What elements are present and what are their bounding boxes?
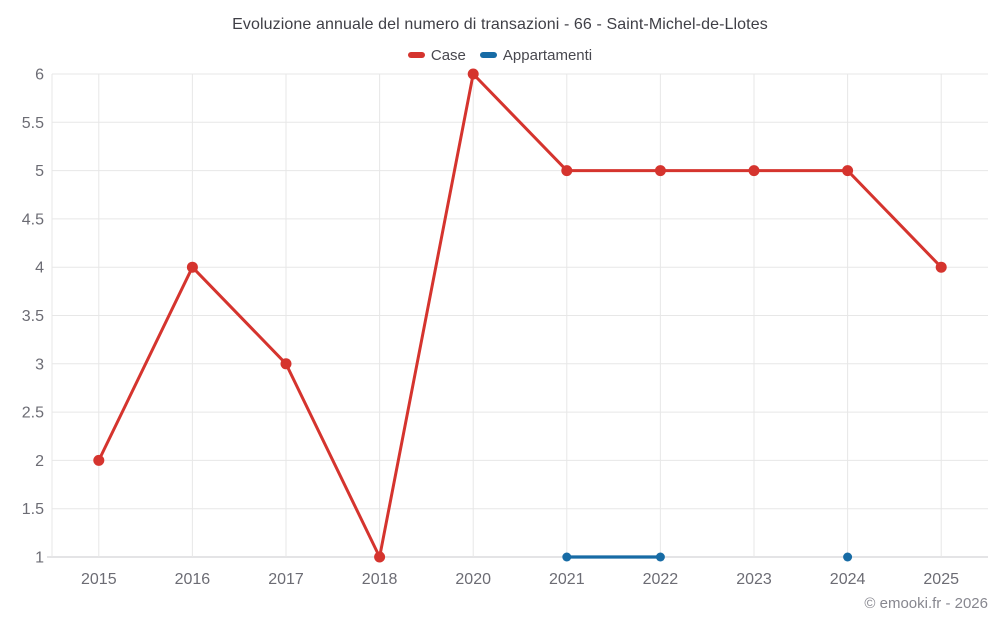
x-tick-label: 2015 bbox=[81, 571, 117, 588]
data-point-appartamenti-2021[interactable] bbox=[562, 552, 572, 562]
y-tick-label: 5.5 bbox=[22, 115, 44, 132]
data-point-case-2016[interactable] bbox=[186, 261, 198, 273]
data-point-case-2025[interactable] bbox=[935, 261, 947, 273]
y-tick-label: 4.5 bbox=[22, 211, 44, 228]
legend-label-case: Case bbox=[430, 46, 466, 64]
y-tick-label: 4 bbox=[35, 260, 44, 277]
y-tick-label: 2 bbox=[35, 453, 44, 470]
data-point-case-2022[interactable] bbox=[654, 165, 666, 177]
y-tick-label: 3.5 bbox=[22, 308, 44, 325]
x-tick-label: 2016 bbox=[175, 571, 211, 588]
y-tick-label: 2.5 bbox=[22, 405, 44, 422]
legend: Case Appartamenti bbox=[0, 44, 1000, 66]
copyright-text: © emooki.fr - 2026 bbox=[864, 595, 988, 612]
data-point-appartamenti-2024[interactable] bbox=[843, 552, 853, 562]
data-point-case-2017[interactable] bbox=[280, 358, 292, 370]
x-tick-label: 2021 bbox=[549, 571, 585, 588]
data-point-case-2015[interactable] bbox=[93, 454, 105, 466]
data-point-case-2021[interactable] bbox=[561, 165, 573, 177]
y-tick-label: 1.5 bbox=[22, 501, 44, 518]
data-point-case-2023[interactable] bbox=[748, 165, 760, 177]
x-tick-label: 2018 bbox=[362, 571, 398, 588]
x-tick-label: 2024 bbox=[830, 571, 866, 588]
data-point-case-2024[interactable] bbox=[842, 165, 854, 177]
y-tick-label: 5 bbox=[35, 163, 44, 180]
legend-label-appartamenti: Appartamenti bbox=[502, 46, 593, 64]
x-tick-label: 2025 bbox=[923, 571, 959, 588]
legend-item-appartamenti[interactable]: Appartamenti bbox=[479, 46, 593, 64]
case-series-marker-icon bbox=[407, 52, 425, 58]
x-tick-label: 2017 bbox=[268, 571, 304, 588]
data-point-case-2018[interactable] bbox=[374, 551, 386, 563]
y-tick-label: 3 bbox=[35, 356, 44, 373]
legend-item-case[interactable]: Case bbox=[407, 46, 466, 64]
series-line-case bbox=[97, 72, 943, 559]
data-point-appartamenti-2022[interactable] bbox=[655, 552, 665, 562]
x-tick-label: 2020 bbox=[455, 571, 491, 588]
chart-title: Evoluzione annuale del numero di transaz… bbox=[232, 16, 768, 33]
x-tick-label: 2023 bbox=[736, 571, 772, 588]
appartamenti-series-marker-icon bbox=[479, 52, 497, 58]
data-point-case-2020[interactable] bbox=[467, 68, 479, 80]
y-tick-label: 6 bbox=[35, 67, 44, 84]
x-tick-label: 2022 bbox=[643, 571, 679, 588]
y-tick-label: 1 bbox=[35, 550, 44, 567]
